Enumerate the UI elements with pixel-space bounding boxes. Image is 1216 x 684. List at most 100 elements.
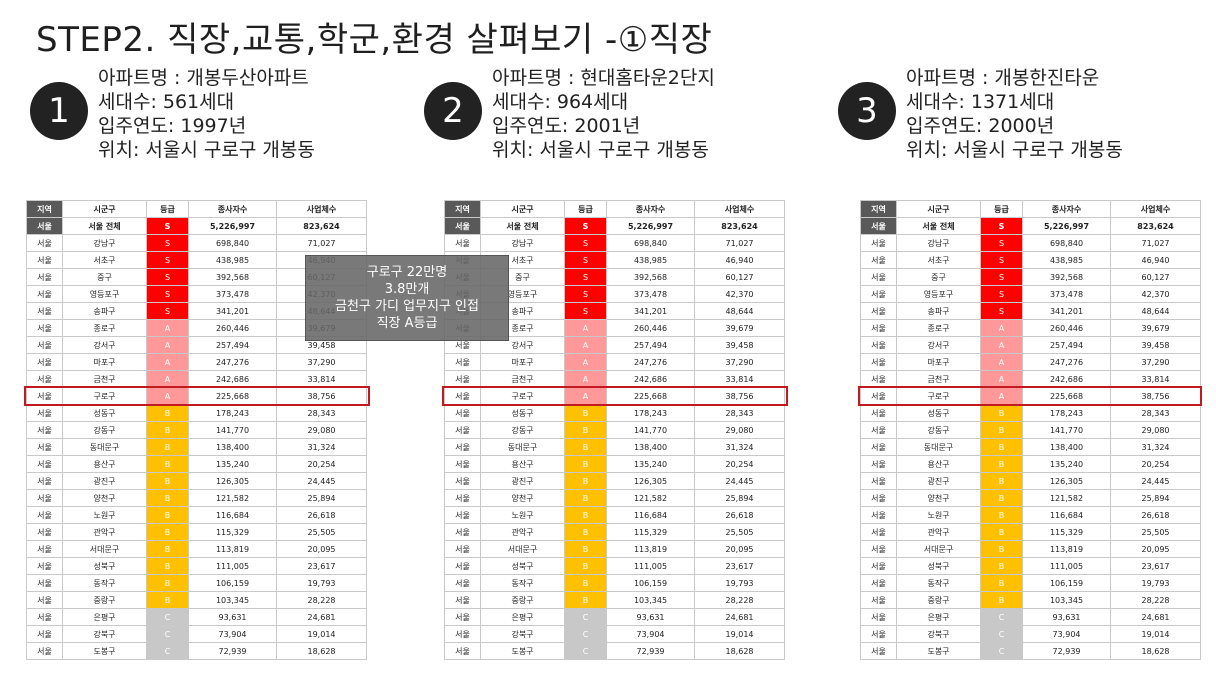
table-row: 서울 도봉구 C 72,939 18,628	[444, 642, 785, 660]
grade-cell: A	[980, 370, 1023, 388]
workplace-grade-table-3: 지역 시군구 등급 종사자수 사업체수 서울 서울 전체 S 5,226,997 823,624 서…	[860, 200, 1201, 660]
table-row: 서울 마포구 A 247,276 37,290	[26, 353, 367, 371]
businesses-cell: 19,014	[276, 625, 367, 643]
table-row: 서울 서대문구 B 113,819 20,095	[26, 540, 367, 558]
table-row: 서울 광진구 B 126,305 24,445	[444, 472, 785, 490]
workers-cell: 121,582	[606, 489, 695, 507]
grade-cell: B	[980, 506, 1023, 524]
column-header: 사업체수	[1110, 200, 1201, 218]
region-cell: 서울	[444, 591, 481, 609]
businesses-cell: 28,228	[694, 591, 785, 609]
grade-cell: A	[980, 319, 1023, 337]
grade-cell: A	[980, 387, 1023, 405]
grade-cell: B	[980, 574, 1023, 592]
workers-cell: 5,226,997	[606, 217, 695, 235]
grade-cell: S	[146, 285, 189, 303]
table-row: 서울 강서구 A 257,494 39,458	[444, 336, 785, 354]
district-cell: 강동구	[480, 421, 565, 439]
businesses-cell: 20,254	[1110, 455, 1201, 473]
district-cell: 강남구	[480, 234, 565, 252]
district-cell: 노원구	[62, 506, 147, 524]
grade-cell: S	[564, 251, 607, 269]
businesses-cell: 37,290	[276, 353, 367, 371]
region-cell: 서울	[444, 404, 481, 422]
district-cell: 광진구	[896, 472, 981, 490]
table-row: 서울 성북구 B 111,005 23,617	[860, 557, 1201, 575]
district-cell: 성동구	[896, 404, 981, 422]
grade-cell: A	[146, 336, 189, 354]
workers-cell: 72,939	[606, 642, 695, 660]
grade-cell: B	[146, 421, 189, 439]
businesses-cell: 20,254	[276, 455, 367, 473]
region-cell: 서울	[26, 523, 63, 541]
table-row: 서울 용산구 B 135,240 20,254	[26, 455, 367, 473]
district-cell: 중구	[62, 268, 147, 286]
region-cell: 서울	[860, 251, 897, 269]
district-cell: 종로구	[62, 319, 147, 337]
district-cell: 금천구	[896, 370, 981, 388]
workers-cell: 438,985	[188, 251, 277, 269]
workers-cell: 141,770	[1022, 421, 1111, 439]
workers-cell: 113,819	[188, 540, 277, 558]
region-cell: 서울	[26, 608, 63, 626]
table-row: 서울 서울 전체 S 5,226,997 823,624	[860, 217, 1201, 235]
district-cell: 송파구	[62, 302, 147, 320]
table-row: 서울 강남구 S 698,840 71,027	[444, 234, 785, 252]
businesses-cell: 20,095	[694, 540, 785, 558]
businesses-cell: 29,080	[1110, 421, 1201, 439]
region-cell: 서울	[860, 336, 897, 354]
table-row: 서울 중랑구 B 103,345 28,228	[860, 591, 1201, 609]
grade-cell: B	[980, 557, 1023, 575]
note-line: 금천구 가디 업무지구 인접	[335, 299, 479, 314]
grade-cell: B	[980, 421, 1023, 439]
workers-cell: 126,305	[1022, 472, 1111, 490]
apartment-location: 위치: 서울시 구로구 개봉동	[98, 139, 315, 161]
workers-cell: 247,276	[606, 353, 695, 371]
workers-cell: 178,243	[188, 404, 277, 422]
region-cell: 서울	[444, 421, 481, 439]
businesses-cell: 39,458	[1110, 336, 1201, 354]
column-header: 사업체수	[694, 200, 785, 218]
grade-cell: C	[980, 625, 1023, 643]
apartment-name: 아파트명 : 개봉두산아파트	[98, 67, 309, 89]
table-row: 서울 강동구 B 141,770 29,080	[26, 421, 367, 439]
workers-cell: 113,819	[606, 540, 695, 558]
workers-cell: 93,631	[1022, 608, 1111, 626]
table-row: 서울 광진구 B 126,305 24,445	[860, 472, 1201, 490]
region-cell: 서울	[444, 353, 481, 371]
businesses-cell: 20,095	[276, 540, 367, 558]
businesses-cell: 25,894	[1110, 489, 1201, 507]
district-cell: 용산구	[480, 455, 565, 473]
grade-cell: B	[146, 523, 189, 541]
district-cell: 송파구	[896, 302, 981, 320]
workers-cell: 106,159	[606, 574, 695, 592]
district-cell: 용산구	[896, 455, 981, 473]
district-cell: 금천구	[480, 370, 565, 388]
workers-cell: 116,684	[1022, 506, 1111, 524]
businesses-cell: 28,228	[1110, 591, 1201, 609]
grade-cell: B	[146, 506, 189, 524]
grade-cell: B	[564, 557, 607, 575]
businesses-cell: 25,505	[276, 523, 367, 541]
table-row: 서울 동작구 B 106,159 19,793	[444, 574, 785, 592]
column-header: 등급	[564, 200, 607, 218]
district-cell: 도봉구	[896, 642, 981, 660]
district-cell: 중구	[896, 268, 981, 286]
table-row: 서울 강북구 C 73,904 19,014	[860, 625, 1201, 643]
table-row: 서울 중랑구 B 103,345 28,228	[26, 591, 367, 609]
grade-cell: A	[146, 353, 189, 371]
district-cell: 강북구	[480, 625, 565, 643]
district-cell: 영등포구	[896, 285, 981, 303]
region-cell: 서울	[860, 268, 897, 286]
table-row: 서울 강남구 S 698,840 71,027	[860, 234, 1201, 252]
grade-cell: C	[980, 642, 1023, 660]
district-cell: 동대문구	[62, 438, 147, 456]
table-row: 서울 구로구 A 225,668 38,756	[444, 387, 785, 405]
region-cell: 서울	[26, 234, 63, 252]
grade-cell: B	[564, 574, 607, 592]
column-header: 시군구	[896, 200, 981, 218]
workers-cell: 116,684	[606, 506, 695, 524]
table-row: 서울 강남구 S 698,840 71,027	[26, 234, 367, 252]
